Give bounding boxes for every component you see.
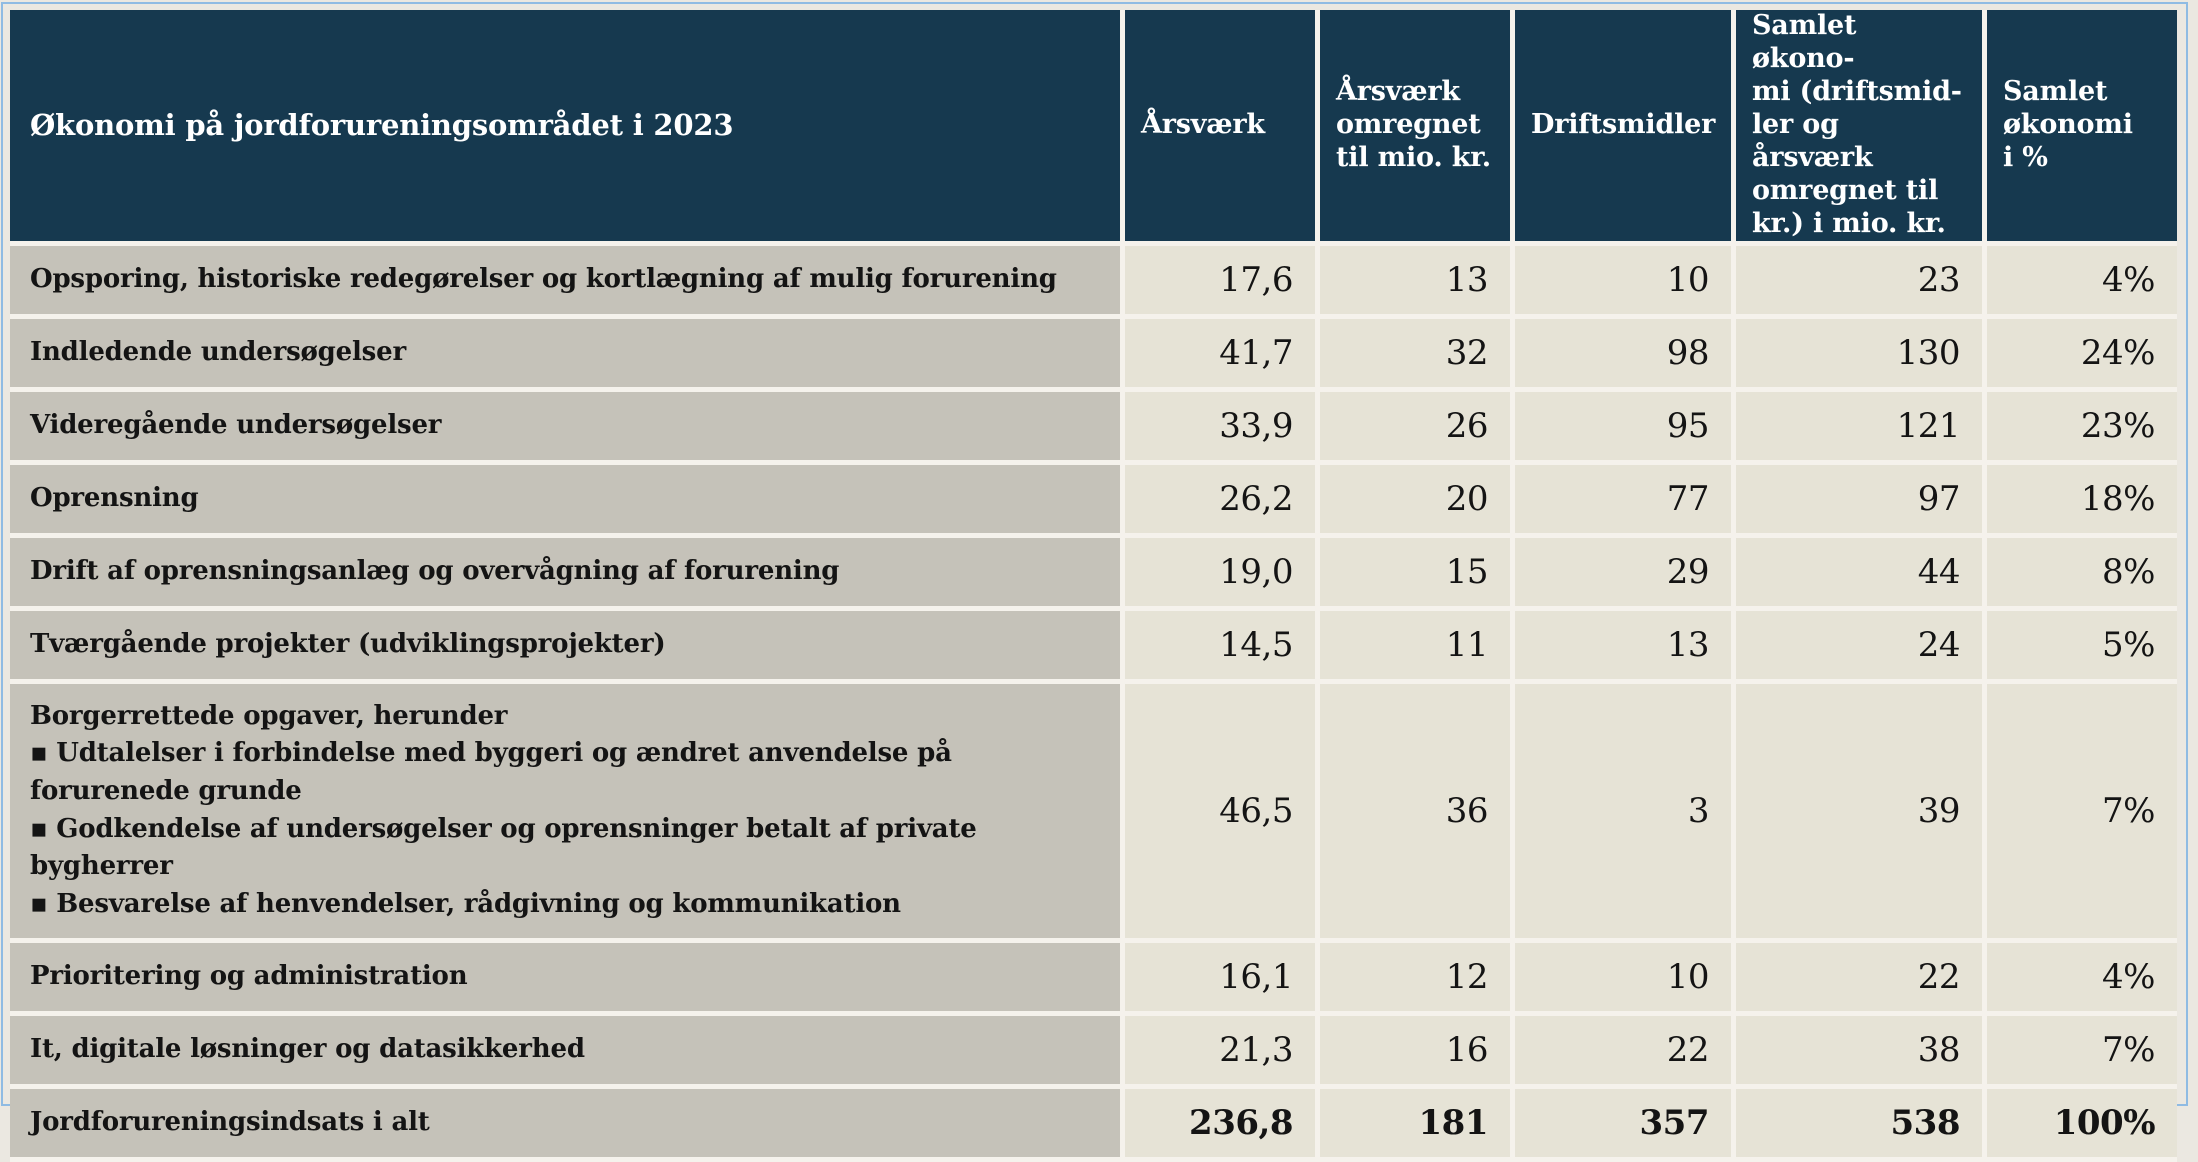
table-row: Tværgående projekter (udviklingsprojekte… [10, 610, 2177, 679]
row-label: Prioritering og administration [10, 942, 1120, 1011]
value-cell-col5: 4% [1987, 245, 2177, 314]
header-row: Økonomi på jordforureningsområdet i 2023… [10, 10, 2177, 241]
column-header-5: Samlet økonomi i % [1987, 10, 2177, 241]
value-cell-col3: 357 [1515, 1088, 1731, 1157]
bullet-item: ▪ Udtalelser i forbindelse med byggeri o… [30, 738, 952, 806]
table-row: Indledende undersøgelser 41,7 32 98 130 24% [10, 318, 2177, 387]
table-row: Drift af oprensningsanlæg og overvågning… [10, 537, 2177, 606]
table-row: Borgerrettede opgaver, herunder ▪ Udtalel… [10, 683, 2177, 938]
value-cell-col5: 7% [1987, 683, 2177, 938]
row-label: Videregående undersøgelser [10, 391, 1120, 460]
value-cell-col5: 23% [1987, 391, 2177, 460]
value-cell-col5: 8% [1987, 537, 2177, 606]
value-cell-col1: 21,3 [1125, 1015, 1315, 1084]
table-row: Opsporing, historiske redegørelser og ko… [10, 245, 2177, 314]
value-cell-col3: 10 [1515, 245, 1731, 314]
value-cell-col5: 100% [1987, 1088, 2177, 1157]
economy-table: Økonomi på jordforureningsområdet i 2023… [10, 10, 2177, 1162]
column-header-4: Samlet økono- mi (driftsmid- ler og årsv… [1736, 10, 1982, 241]
value-cell-col1: 14,5 [1125, 610, 1315, 679]
table-row: Videregående undersøgelser 33,9 26 95 121 23% [10, 391, 2177, 460]
value-cell-col4: 24 [1736, 610, 1982, 679]
value-cell-col2: 26 [1320, 391, 1510, 460]
total-row: Jordforureningsindsats i alt 236,8 181 357 5… [10, 1088, 2177, 1157]
value-cell-col4: 22 [1736, 942, 1982, 1011]
row-label: Jordforureningsindsats i alt [10, 1088, 1120, 1157]
column-header-3: Driftsmidler [1515, 10, 1731, 241]
row-label: It, digitale løsninger og datasikkerhed [10, 1015, 1120, 1084]
value-cell-col2: 13 [1320, 245, 1510, 314]
table-row: It, digitale løsninger og datasikkerhed 2… [10, 1015, 2177, 1084]
row-label: Drift af oprensningsanlæg og overvågning… [10, 537, 1120, 606]
row-label: Opsporing, historiske redegørelser og ko… [10, 245, 1120, 314]
value-cell-col1: 19,0 [1125, 537, 1315, 606]
value-cell-col2: 20 [1320, 464, 1510, 533]
row-label: Indledende undersøgelser [10, 318, 1120, 387]
table-title: Økonomi på jordforureningsområdet i 2023 [10, 10, 1120, 241]
value-cell-col5: 24% [1987, 318, 2177, 387]
value-cell-col3: 10 [1515, 942, 1731, 1011]
value-cell-col2: 12 [1320, 942, 1510, 1011]
value-cell-col5: 18% [1987, 464, 2177, 533]
value-cell-col1: 17,6 [1125, 245, 1315, 314]
value-cell-col4: 130 [1736, 318, 1982, 387]
value-cell-col3: 22 [1515, 1015, 1731, 1084]
value-cell-col4: 538 [1736, 1088, 1982, 1157]
value-cell-col2: 11 [1320, 610, 1510, 679]
value-cell-col5: 7% [1987, 1015, 2177, 1084]
value-cell-col1: 26,2 [1125, 464, 1315, 533]
value-cell-col1: 46,5 [1125, 683, 1315, 938]
value-cell-col2: 16 [1320, 1015, 1510, 1084]
value-cell-col1: 33,9 [1125, 391, 1315, 460]
row-label: Tværgående projekter (udviklingsprojekte… [10, 610, 1120, 679]
value-cell-col4: 121 [1736, 391, 1982, 460]
value-cell-col3: 3 [1515, 683, 1731, 938]
value-cell-col2: 36 [1320, 683, 1510, 938]
value-cell-col2: 181 [1320, 1088, 1510, 1157]
value-cell-col2: 32 [1320, 318, 1510, 387]
bullet-item: ▪ Godkendelse af undersøgelser og oprens… [30, 813, 977, 882]
value-cell-col4: 97 [1736, 464, 1982, 533]
table-row: Prioritering og administration 16,1 12 10 22… [10, 942, 2177, 1011]
value-cell-col2: 15 [1320, 537, 1510, 606]
value-cell-col3: 29 [1515, 537, 1731, 606]
value-cell-col1: 236,8 [1125, 1088, 1315, 1157]
value-cell-col4: 38 [1736, 1015, 1982, 1084]
value-cell-col3: 77 [1515, 464, 1731, 533]
column-header-1: Årsværk [1125, 10, 1315, 241]
value-cell-col5: 5% [1987, 610, 2177, 679]
table-body: Opsporing, historiske redegørelser og ko… [10, 245, 2177, 1157]
value-cell-col4: 39 [1736, 683, 1982, 938]
row-label: Oprensning [10, 464, 1120, 533]
value-cell-col3: 95 [1515, 391, 1731, 460]
value-cell-col1: 16,1 [1125, 942, 1315, 1011]
value-cell-col4: 23 [1736, 245, 1982, 314]
row-label: Borgerrettede opgaver, herunder ▪ Udtalel… [10, 683, 1120, 938]
row-label-title: Borgerrettede opgaver, herunder [30, 700, 508, 731]
column-header-2: Årsværk omregnet til mio. kr. [1320, 10, 1510, 241]
bullet-item: ▪ Besvarelse af henvendelser, rådgivning… [30, 889, 901, 919]
value-cell-col3: 13 [1515, 610, 1731, 679]
value-cell-col3: 98 [1515, 318, 1731, 387]
value-cell-col1: 41,7 [1125, 318, 1315, 387]
value-cell-col4: 44 [1736, 537, 1982, 606]
value-cell-col5: 4% [1987, 942, 2177, 1011]
table-row: Oprensning 26,2 20 77 97 18% [10, 464, 2177, 533]
